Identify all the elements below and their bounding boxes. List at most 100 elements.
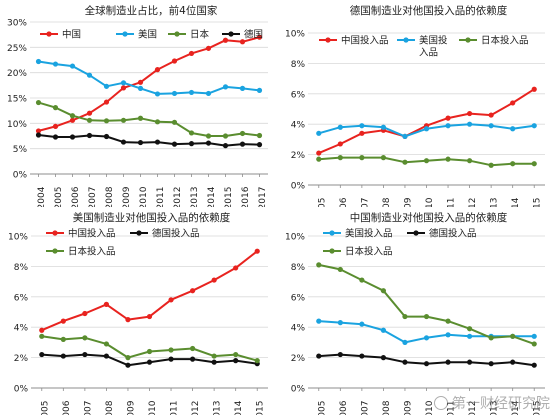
- legend-label: 德国: [244, 29, 263, 41]
- x-tick-label: 2013: [213, 401, 223, 415]
- data-point: [146, 359, 153, 365]
- chart-panel-2: 德国制造业对他国投入品的依赖度 0% 2% 4% 6% 8% 10% 2005 2006 2007…: [277, 0, 554, 220]
- data-point: [445, 156, 451, 162]
- data-point: [146, 313, 153, 320]
- data-point: [222, 143, 229, 149]
- data-point: [316, 150, 322, 156]
- data-point: [445, 123, 451, 129]
- legend-marker: [465, 37, 471, 43]
- legend-marker: [52, 230, 58, 236]
- data-point: [488, 112, 494, 118]
- data-point: [531, 362, 537, 368]
- legend-marker: [228, 31, 234, 37]
- x-tick-label: 2008: [105, 400, 115, 415]
- legend-label: 中国: [62, 29, 81, 41]
- data-point: [256, 142, 263, 148]
- data-point: [445, 318, 451, 324]
- data-point: [222, 84, 229, 90]
- x-tick-label: 2014: [234, 400, 244, 415]
- watermark-text: 第一财经研究院: [452, 396, 550, 412]
- data-point: [337, 155, 343, 161]
- data-point: [256, 34, 263, 40]
- series-line: [38, 60, 260, 95]
- data-point: [531, 86, 537, 92]
- data-point: [233, 265, 239, 271]
- chart-title: 全球制造业占比，前4位国家: [85, 4, 218, 17]
- data-point: [103, 301, 110, 307]
- data-point: [380, 124, 387, 130]
- data-point: [188, 89, 195, 96]
- data-point: [445, 359, 451, 365]
- x-tick-label: 2007: [360, 401, 370, 415]
- data-point: [423, 158, 430, 164]
- data-point: [239, 130, 246, 137]
- data-point: [316, 318, 322, 324]
- data-point: [488, 123, 494, 129]
- data-point: [211, 353, 217, 359]
- data-point: [380, 355, 387, 361]
- data-point: [82, 335, 88, 341]
- y-tick-label: 6%: [291, 90, 306, 100]
- data-point: [233, 358, 239, 364]
- data-point: [154, 67, 161, 73]
- legend-label: 美国: [138, 29, 157, 41]
- data-point: [146, 348, 153, 355]
- chart-1-svg: 全球制造业占比，前4位国家 0% 5% 10% 15% 20% 25% 30% 2004 2005…: [7, 4, 268, 209]
- data-point: [445, 332, 451, 338]
- data-point: [337, 266, 343, 273]
- x-tick-label: 2010: [148, 400, 158, 415]
- x-tick-label: 2006: [339, 400, 349, 415]
- y-tick-label: 0%: [291, 385, 306, 395]
- data-point: [466, 326, 473, 332]
- data-point: [337, 351, 343, 358]
- legend-marker: [46, 31, 52, 37]
- data-point: [256, 132, 263, 139]
- data-point: [86, 72, 93, 78]
- data-point: [52, 61, 59, 67]
- data-point: [168, 297, 174, 303]
- y-tick-label: 2%: [14, 354, 29, 364]
- data-point: [531, 341, 537, 347]
- data-point: [103, 83, 110, 89]
- chart-title: 中国制造业对他国投入品的依赖度: [350, 211, 508, 224]
- data-point: [402, 339, 408, 345]
- legend-marker: [403, 37, 409, 43]
- data-point: [211, 359, 217, 365]
- data-point: [188, 130, 195, 136]
- data-point: [52, 105, 59, 111]
- legend-marker: [122, 31, 128, 37]
- data-point: [168, 347, 174, 353]
- data-point: [466, 333, 473, 339]
- x-tick-label: 2012: [468, 401, 478, 415]
- data-point: [316, 353, 322, 359]
- data-point: [39, 351, 45, 358]
- y-tick-label: 0%: [291, 182, 306, 192]
- data-point: [82, 310, 88, 317]
- x-tick-label: 2015: [533, 198, 543, 207]
- x-tick-label: 2008: [382, 197, 392, 207]
- data-point: [171, 141, 178, 147]
- data-point: [189, 288, 196, 294]
- data-point: [239, 141, 246, 147]
- watermark: 第一财经研究院: [434, 393, 550, 413]
- data-point: [488, 162, 494, 168]
- data-point: [256, 87, 263, 93]
- y-tick-label: 25%: [7, 44, 27, 54]
- data-point: [510, 126, 516, 132]
- data-point: [205, 140, 212, 146]
- data-point: [120, 80, 127, 86]
- data-point: [168, 356, 174, 362]
- x-tick-label: 2008: [382, 400, 392, 415]
- x-tick-label: 2010: [425, 400, 435, 415]
- data-point: [125, 317, 131, 323]
- x-tick-label: 2013: [490, 401, 500, 415]
- data-point: [211, 277, 217, 283]
- x-tick-label: 2007: [83, 401, 93, 415]
- x-tick-label: 2007: [360, 198, 370, 207]
- series-line: [41, 335, 258, 362]
- x-tick-label: 2015: [224, 187, 234, 207]
- y-tick-label: 4%: [14, 324, 29, 334]
- legend-marker: [329, 248, 335, 254]
- x-tick-label: 2007: [88, 187, 98, 207]
- y-tick-label: 15%: [7, 95, 27, 105]
